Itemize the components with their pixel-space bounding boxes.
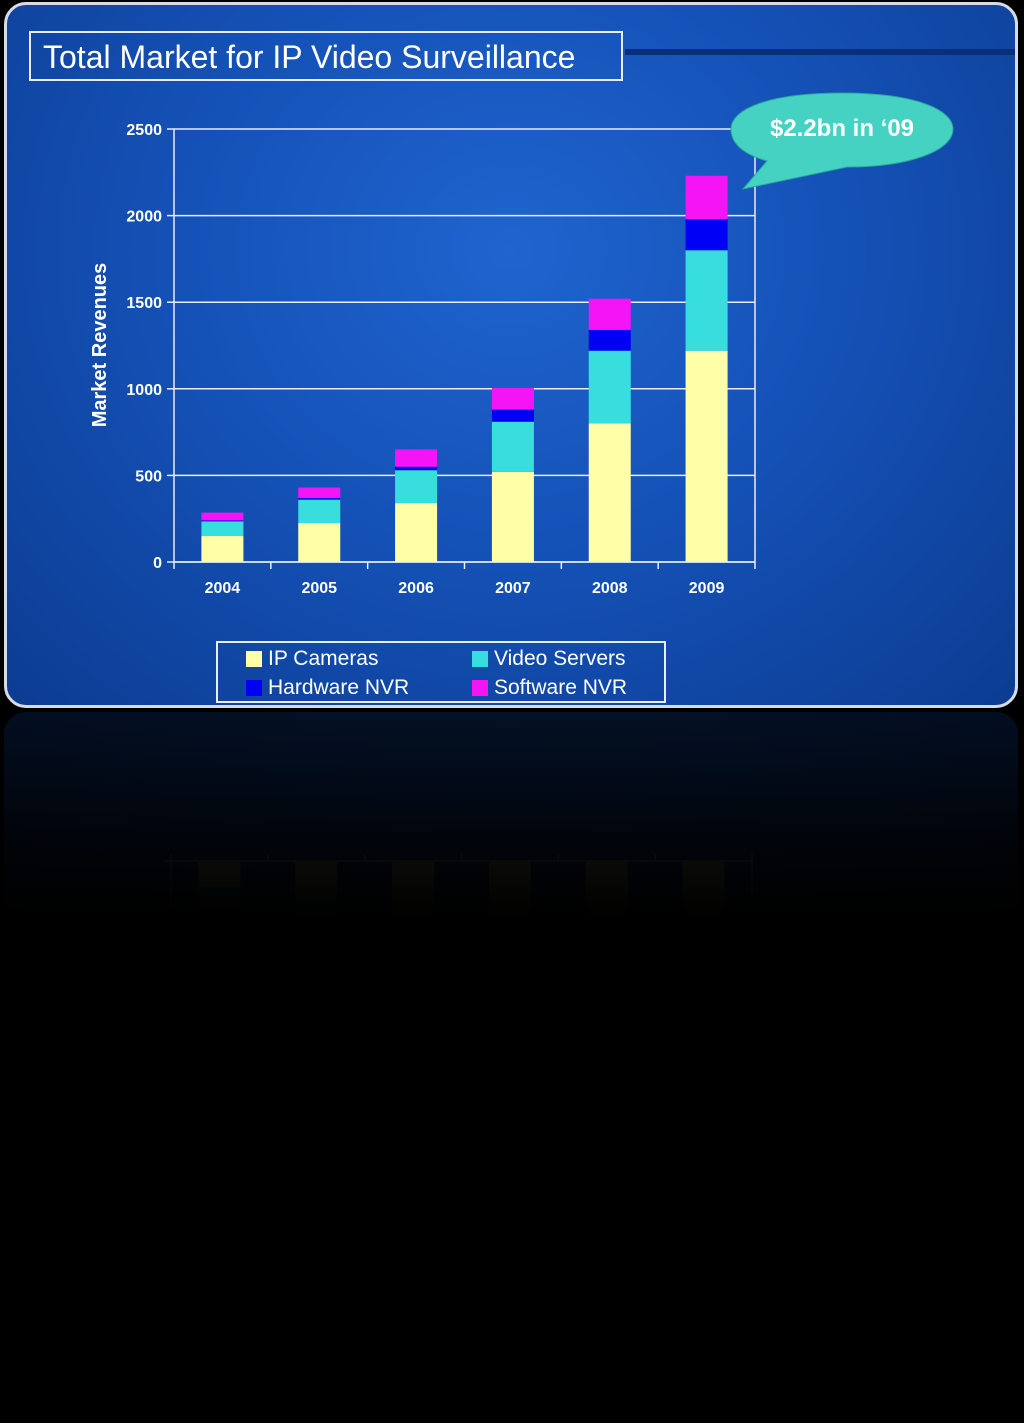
bar-segment-software-nvr: [201, 512, 244, 521]
x-tick-label: 2008: [592, 580, 628, 597]
bar-segment-hardware-nvr: [298, 497, 341, 500]
legend-swatch: [246, 680, 262, 696]
y-tick-label: 2500: [126, 122, 162, 139]
x-tick-label: 2004: [205, 580, 241, 597]
bar-segment-hardware-nvr: [395, 466, 438, 471]
legend-label: Video Servers: [494, 647, 626, 670]
slide: Total Market for IP Video Surveillance 0…: [4, 2, 1018, 708]
y-tick-label: 2000: [126, 209, 162, 226]
legend-item-ip-cameras: IP Cameras: [246, 645, 379, 673]
title-rule: [625, 49, 1015, 55]
stacked-bar-chart: 0 500 1000 1500 2000 2500 2004 2005 2006 2007 2008…: [89, 122, 756, 597]
bar-segment-hardware-nvr: [588, 329, 631, 351]
bar-segment-software-nvr: [298, 487, 341, 498]
chart-legend: IP Cameras Video Servers Hardware NVR So…: [216, 641, 666, 703]
legend-swatch: [472, 680, 488, 696]
bar-segment-ip-cameras: [491, 471, 534, 562]
bar-segment-video-servers: [588, 350, 631, 424]
bar-segment-video-servers: [491, 421, 534, 472]
legend-label: IP Cameras: [268, 647, 379, 670]
y-tick-label: 1500: [126, 295, 162, 312]
bar-segment-video-servers: [685, 250, 728, 351]
bar-segment-video-servers: [201, 521, 244, 537]
bar-segment-ip-cameras: [685, 350, 728, 562]
legend-label: Software NVR: [494, 676, 628, 699]
slide-title: Total Market for IP Video Surveillance: [29, 31, 623, 81]
bar-segment-software-nvr: [491, 387, 534, 410]
x-tick-label: 2005: [301, 580, 337, 597]
legend-swatch: [246, 651, 262, 667]
bar-segment-software-nvr: [588, 298, 631, 330]
bar-segment-hardware-nvr: [201, 520, 244, 522]
bar-segment-hardware-nvr: [685, 219, 728, 251]
bar-segment-software-nvr: [685, 175, 728, 220]
bar-segment-video-servers: [395, 470, 438, 504]
bar-segment-ip-cameras: [588, 423, 631, 562]
y-tick-label: 500: [135, 468, 162, 485]
y-tick-label: 1000: [126, 382, 162, 399]
y-tick-label: 0: [153, 555, 162, 572]
bar-segment-ip-cameras: [298, 523, 341, 562]
bar-segment-ip-cameras: [395, 503, 438, 562]
bar-segment-ip-cameras: [201, 536, 244, 562]
slide-reflection: [4, 712, 1018, 1042]
bar-segment-software-nvr: [395, 449, 438, 467]
legend-label: Hardware NVR: [268, 676, 410, 699]
legend-item-hardware-nvr: Hardware NVR: [246, 674, 409, 702]
x-tick-label: 2006: [398, 580, 434, 597]
legend-item-video-servers: Video Servers: [472, 645, 626, 673]
legend-item-software-nvr: Software NVR: [472, 674, 627, 702]
callout-bubble: $2.2bn in ‘09: [729, 89, 955, 193]
y-axis-label: Market Revenues: [89, 263, 111, 428]
callout-shape: [730, 92, 954, 190]
legend-swatch: [472, 651, 488, 667]
reflection-fade: [4, 712, 1018, 1042]
bar-segment-hardware-nvr: [491, 409, 534, 422]
x-tick-label: 2009: [689, 580, 725, 597]
callout-text: $2.2bn in ‘09: [769, 115, 915, 142]
bar-segment-video-servers: [298, 499, 341, 524]
x-tick-label: 2007: [495, 580, 531, 597]
